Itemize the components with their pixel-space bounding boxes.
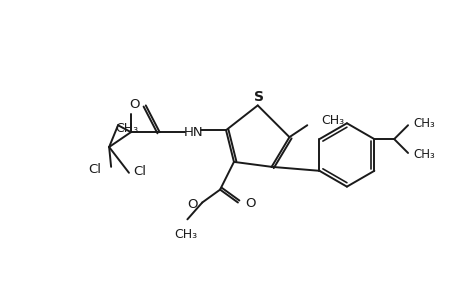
Text: CH₃: CH₃ [412, 148, 434, 161]
Text: Cl: Cl [88, 163, 101, 176]
Text: CH₃: CH₃ [115, 122, 138, 135]
Text: O: O [186, 198, 197, 211]
Text: HN: HN [183, 126, 203, 139]
Text: O: O [244, 197, 255, 210]
Text: S: S [253, 89, 263, 103]
Text: CH₃: CH₃ [412, 117, 434, 130]
Text: O: O [129, 98, 140, 111]
Text: CH₃: CH₃ [320, 114, 343, 127]
Text: Cl: Cl [133, 165, 146, 178]
Text: CH₃: CH₃ [174, 228, 196, 241]
